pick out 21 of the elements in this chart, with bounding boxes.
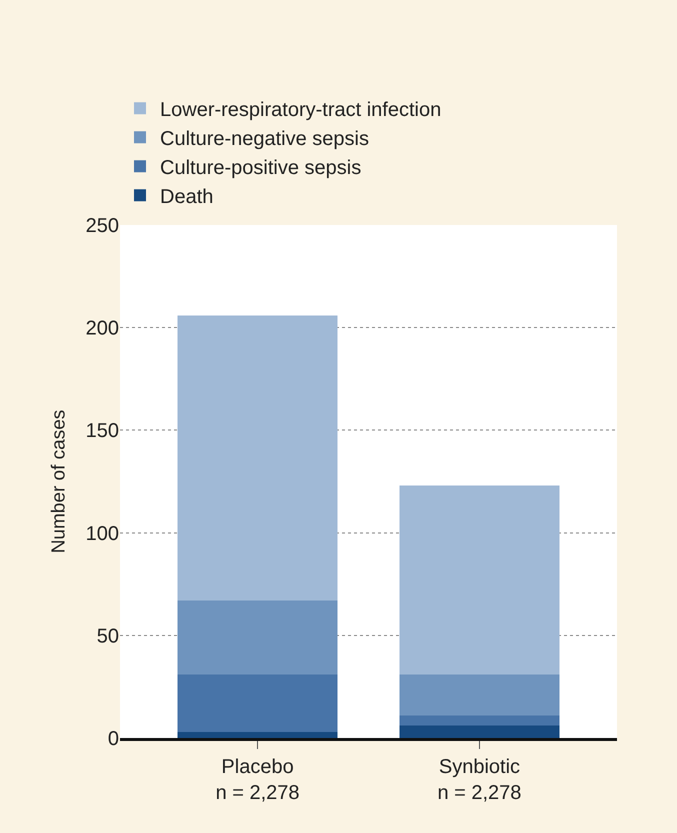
bar <box>400 486 560 674</box>
y-tick-label: 200 <box>86 318 119 340</box>
bar <box>178 732 338 738</box>
x-tick-label: Synbiotic n = 2,278 <box>437 756 522 804</box>
y-tick-label: 100 <box>86 522 119 545</box>
legend-label: Death <box>160 186 214 208</box>
legend-label: Lower-respiratory-tract infection <box>160 99 442 122</box>
x-tick-label: Placebo n = 2,278 <box>216 756 300 804</box>
y-tick-label: 250 <box>86 215 119 237</box>
y-axis-title: Number of cases <box>48 410 70 554</box>
bar <box>400 726 560 738</box>
y-tick-label: 0 <box>108 728 119 750</box>
y-tick-label: 50 <box>96 625 119 648</box>
bar <box>400 674 560 716</box>
bar <box>178 600 338 674</box>
legend-label: Culture-negative sepsis <box>160 128 369 150</box>
y-tick-label: 150 <box>86 420 119 442</box>
legend-label: Culture-positive sepsis <box>160 157 362 180</box>
bar <box>400 715 560 726</box>
bar <box>178 674 338 732</box>
bar <box>178 315 338 601</box>
